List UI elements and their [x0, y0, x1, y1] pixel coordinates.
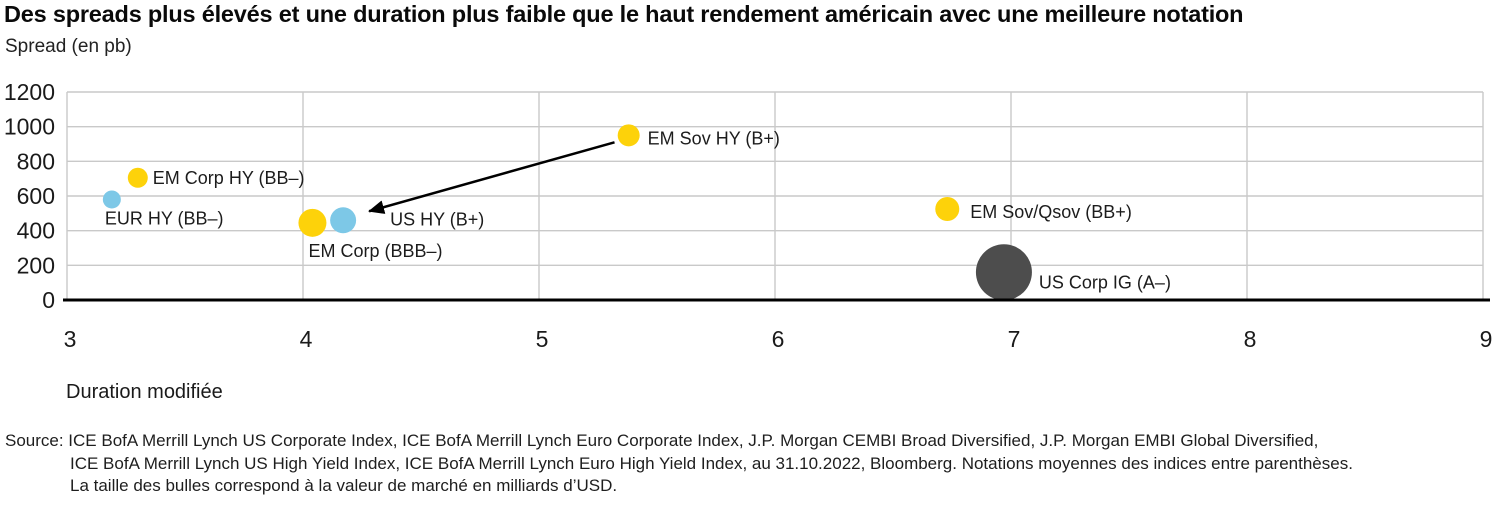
x-tick-label: 8: [1244, 326, 1257, 352]
bubble-label: US Corp IG (A–): [1039, 272, 1171, 292]
y-tick-label: 800: [17, 148, 55, 174]
source-note: Source: ICE BofA Merrill Lynch US Corpor…: [5, 430, 1485, 498]
bubble: [935, 197, 960, 221]
y-tick-label: 1200: [4, 80, 55, 105]
x-axis-title: Duration modifiée: [66, 381, 223, 403]
y-tick-label: 200: [17, 252, 55, 278]
bubble: [617, 124, 640, 147]
bubble-label: EM Sov/Qsov (BB+): [970, 202, 1132, 222]
x-tick-label: 6: [772, 326, 785, 352]
comparison-arrow: [368, 141, 615, 214]
bubble: [127, 167, 148, 188]
bubble-label: US HY (B+): [390, 209, 484, 229]
x-tick-label: 9: [1480, 326, 1493, 352]
source-line: La taille des bulles correspond à la val…: [70, 476, 618, 495]
y-tick-label: 1000: [4, 114, 55, 140]
source-line: Source: ICE BofA Merrill Lynch US Corpor…: [5, 431, 1319, 450]
bubble-label: EM Corp HY (BB–): [153, 168, 305, 188]
bubble-label: EM Sov HY (B+): [648, 128, 780, 148]
y-tick-label: 0: [42, 287, 55, 313]
x-tick-label: 3: [64, 326, 77, 352]
x-tick-label: 5: [536, 326, 549, 352]
x-tick-label: 4: [300, 326, 313, 352]
spread-duration-bubble-chart: 0 200 400 600 800 1000 1200 3 4 5 6 7 8 9 Duration mod…: [4, 80, 1493, 403]
y-tick-label: 600: [17, 183, 55, 209]
bubble-label: EM Corp (BBB–): [308, 241, 442, 261]
chart-title: Des spreads plus élevés et une duration …: [4, 1, 1244, 27]
bubble: [298, 208, 327, 237]
bubble: [330, 207, 357, 234]
bubble: [975, 244, 1032, 301]
y-axis-title: Spread (en pb): [5, 36, 132, 57]
source-line: ICE BofA Merrill Lynch US High Yield Ind…: [70, 453, 1353, 473]
bubble-label: EUR HY (BB–): [105, 208, 224, 228]
x-tick-label: 7: [1008, 326, 1021, 352]
y-tick-label: 400: [17, 218, 55, 244]
bubble: [102, 190, 121, 209]
